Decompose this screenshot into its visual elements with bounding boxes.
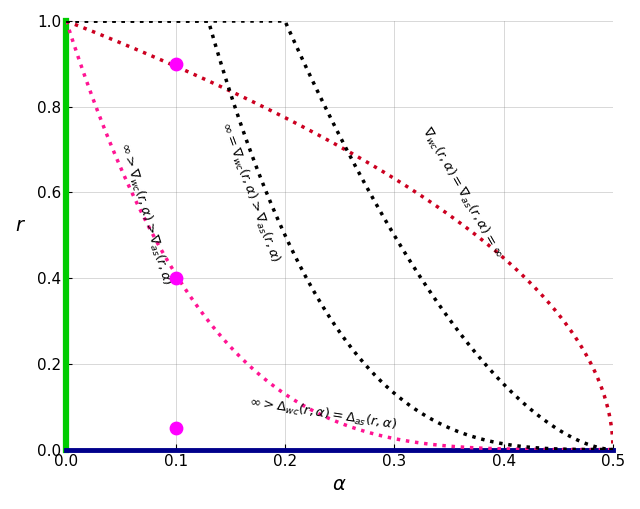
Text: $\nabla_{wc}(r, \alpha) = \nabla_{as}(r, \alpha) = \infty$: $\nabla_{wc}(r, \alpha) = \nabla_{as}(r,… — [418, 124, 506, 261]
Text: $\infty = \nabla_{wc}(r, \alpha) > \nabla_{as}(r, \alpha)$: $\infty = \nabla_{wc}(r, \alpha) > \nabl… — [217, 120, 283, 265]
X-axis label: $\alpha$: $\alpha$ — [332, 475, 347, 494]
Point — [170, 60, 180, 68]
Point — [170, 424, 180, 432]
Text: $\infty > \Delta_{wc}(r, \alpha) = \Delta_{as}(r, \alpha)$: $\infty > \Delta_{wc}(r, \alpha) = \Delt… — [248, 394, 398, 434]
Text: $\infty > \nabla_{wc}(r, \alpha) > \nabla_{as}(r, \alpha)$: $\infty > \nabla_{wc}(r, \alpha) > \nabl… — [116, 140, 175, 288]
Y-axis label: $r$: $r$ — [15, 216, 26, 235]
Point — [170, 274, 180, 282]
